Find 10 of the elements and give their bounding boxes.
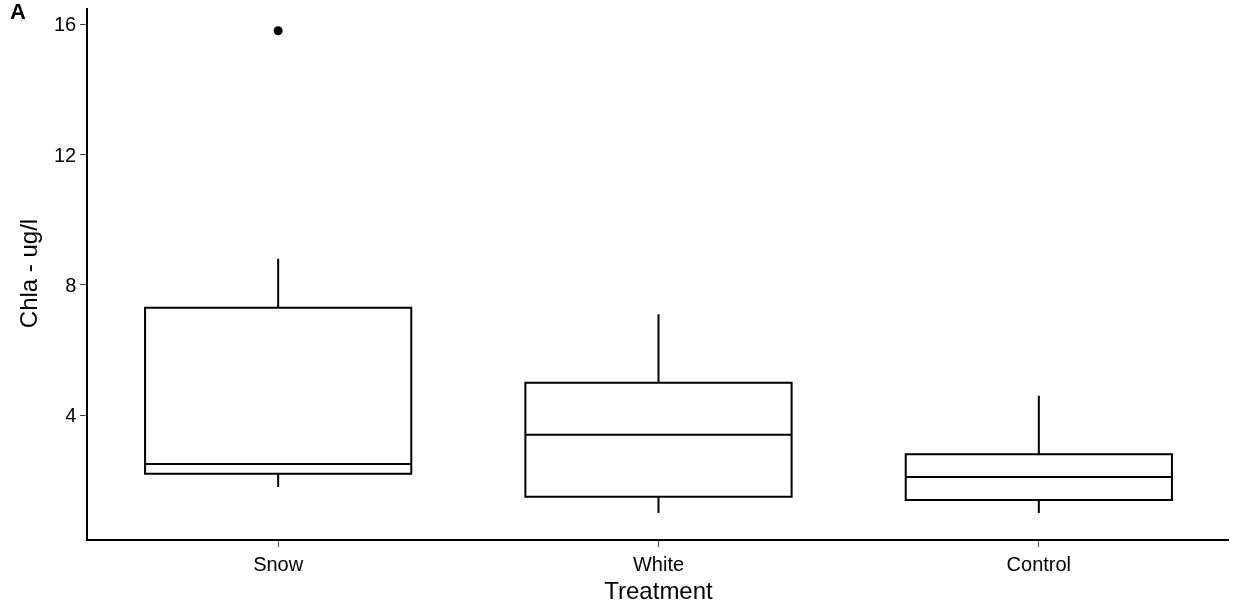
x-tick-label: Control bbox=[1006, 552, 1072, 575]
y-tick-label: 16 bbox=[54, 13, 77, 36]
x-tick-label: White bbox=[632, 552, 685, 575]
y-axis-title: Chla - ug/l bbox=[14, 218, 42, 329]
y-tick-label: 12 bbox=[54, 143, 77, 166]
y-tick-label: 4 bbox=[65, 404, 77, 427]
y-tick-label: 8 bbox=[65, 273, 77, 296]
text: A bbox=[10, 0, 26, 24]
x-axis-title: Treatment bbox=[604, 576, 714, 604]
x-tick-label: Snow bbox=[253, 552, 304, 575]
